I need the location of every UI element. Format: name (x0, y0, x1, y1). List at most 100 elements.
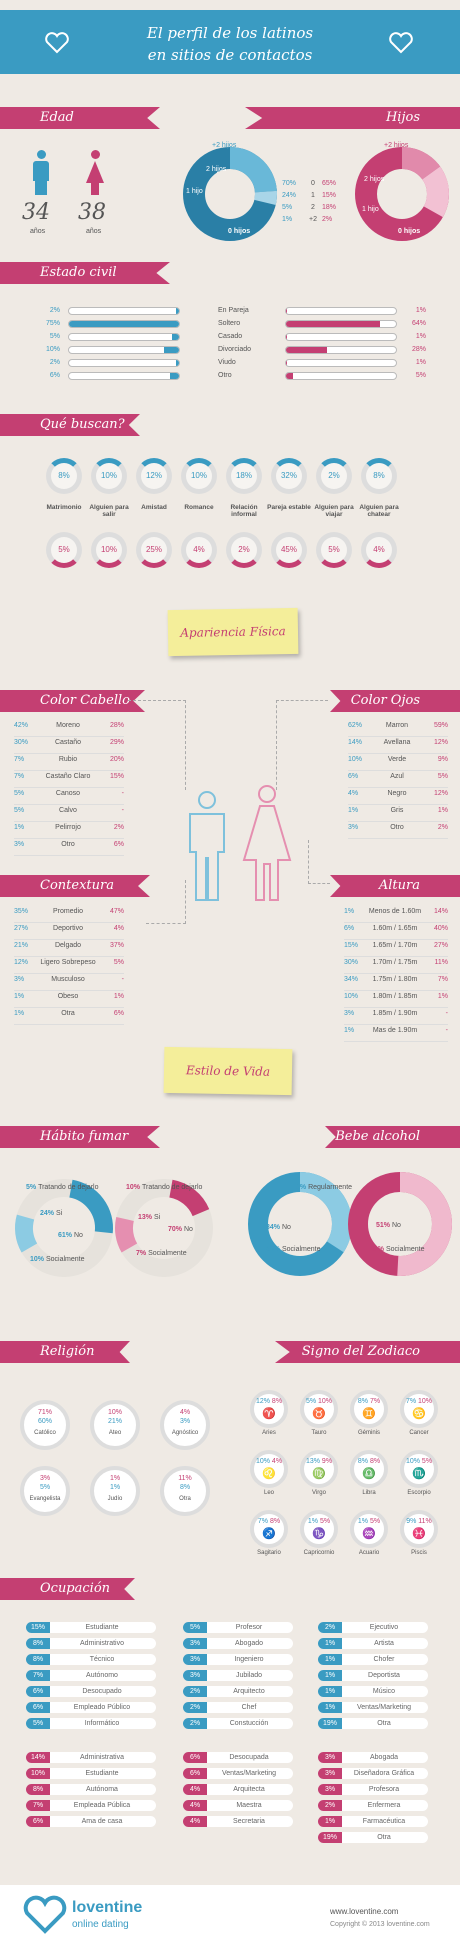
contextura-male-pct: 1% (14, 993, 25, 1000)
zodiac-circle: 8% 7% ♊ (350, 1390, 388, 1428)
civil-male-bar (68, 359, 180, 367)
male-icon (33, 150, 49, 196)
religion-label: Judío (107, 1496, 123, 1502)
ocupacion-female-item: 14% Administrativa (26, 1752, 156, 1763)
altura-female-pct: - (445, 1027, 448, 1034)
footer-tagline: online dating (72, 1919, 129, 1930)
ocupacion-female-item: 2% Enfermera (318, 1800, 428, 1811)
civil-female-fill (286, 360, 288, 366)
cabello-male-pct: 5% (14, 790, 25, 797)
female-age: 38 (78, 200, 106, 225)
ocupacion-female-item: 10% Estudiante (26, 1768, 156, 1779)
ocupacion-female-item: 3% Diseñadora Gráfica (318, 1768, 428, 1779)
ocupacion-female-item: 6% Desocupada (183, 1752, 293, 1763)
ojos-male-pct: 1% (348, 807, 359, 814)
zodiac-male-value: 10% (255, 1458, 272, 1465)
zodiac-sagitario-icon: ♐ (262, 1528, 276, 1540)
contextura-male-pct: 3% (14, 976, 25, 983)
ojos-row: 10% Verde 9% (348, 754, 448, 771)
altura-female-pct: 7% (437, 976, 448, 983)
ocupacion-male-value: 1% (318, 1638, 342, 1649)
connector-line (276, 700, 328, 790)
ojos-female-pct: 12% (433, 790, 448, 797)
civil-male-pct: 75% (45, 320, 60, 327)
religion-female-value: 1% (109, 1475, 121, 1482)
ocupacion-male-label: Autónomo (86, 1672, 118, 1679)
hijos-row: 1% +2 2% (282, 216, 333, 223)
hijos-m-label-2: 2 hijos (206, 166, 227, 173)
cabello-female-pct: 20% (109, 756, 124, 763)
religion-female-value: 11% (178, 1475, 192, 1482)
religion-male-value: 8% (179, 1484, 191, 1491)
altura-female-pct: 40% (433, 925, 448, 932)
civil-female-fill (286, 347, 328, 353)
apariencia-note: Apariencia Física (167, 607, 299, 657)
civil-label: Viudo (218, 359, 236, 366)
fumar-male-label: 10% Socialmente (30, 1256, 85, 1263)
zodiac-male-value: 1% (307, 1518, 320, 1525)
civil-female-fill (286, 308, 288, 314)
hijos-f-label-1: 1 hijo (362, 206, 379, 213)
ocupacion-male-item: 2% Constucción (183, 1718, 293, 1729)
zodiac-piscis-icon: ♓ (412, 1528, 426, 1540)
ocupacion-female-label: Desocupada (229, 1754, 269, 1761)
ocupacion-male-value: 6% (26, 1702, 50, 1713)
ojos-male-pct: 62% (348, 722, 363, 729)
altura-female-pct: - (445, 1010, 448, 1017)
zodiac-female-value: 4% (271, 1458, 283, 1465)
contextura-male-pct: 12% (14, 959, 29, 966)
ocupacion-male-value: 2% (183, 1702, 207, 1713)
footer: loventine online dating www.loventine.co… (0, 1885, 460, 1955)
ocupacion-male-label: Chofer (373, 1656, 395, 1663)
hijos-row: 24% 1 15% (282, 192, 337, 199)
male-age: 34 (22, 200, 50, 225)
zodiac-male-value: 5% (305, 1398, 319, 1405)
altura-male-pct: 30% (344, 959, 359, 966)
altura-row: 15% 1.65m / 1.70m 27% (344, 940, 448, 957)
contextura-female-pct: 6% (113, 1010, 124, 1017)
civil-female-pct: 1% (415, 307, 426, 314)
buscan-male-value: 8% (58, 471, 70, 480)
zodiac-male-value: 8% (357, 1458, 370, 1465)
alcohol-female-text: Socialmente (385, 1246, 425, 1253)
buscan-female-value: 5% (58, 545, 70, 554)
ocupacion-male-value: 8% (26, 1654, 50, 1665)
ocupacion-female-value: 6% (183, 1768, 207, 1779)
ocupacion-male-item: 2% Chef (183, 1702, 293, 1713)
footer-url[interactable]: www.loventine.com (330, 1907, 399, 1916)
contextura-female-pct: 4% (113, 925, 124, 932)
religion-male-value: 3% (179, 1418, 191, 1425)
ocupacion-male-label: Constucción (229, 1720, 269, 1727)
altura-male-pct: 34% (344, 976, 359, 983)
buscan-male-circle: 10% (181, 458, 217, 494)
buscan-male-circle: 10% (91, 458, 127, 494)
civil-female-bar (285, 333, 397, 341)
alcohol-male-value: 65% (266, 1246, 282, 1253)
buscan-female-value: 2% (238, 545, 250, 554)
ocupacion-male-item: 6% Empleado Público (26, 1702, 156, 1713)
religion-label: Evangelista (29, 1496, 61, 1502)
ojos-row: 4% Negro 12% (348, 788, 448, 805)
zodiac-values: 1% 5% (304, 1518, 334, 1525)
zodiac-circle: 5% 10% ♉ (300, 1390, 338, 1428)
ocupacion-female-label: Diseñadora Gráfica (353, 1770, 415, 1777)
zodiac-label: Géminis (357, 1430, 380, 1436)
zodiac-circle: 8% 8% ♎ (350, 1450, 388, 1488)
ocupacion-male-item: 8% Técnico (26, 1654, 156, 1665)
buscan-female-circle: 2% (226, 532, 262, 568)
ocupacion-female-value: 2% (318, 1800, 342, 1811)
ocupacion-female-value: 4% (183, 1800, 207, 1811)
ocupacion-male-value: 1% (318, 1654, 342, 1665)
alcohol-male-value: 34% (266, 1224, 282, 1231)
alcohol-female-value: 51% (376, 1222, 392, 1229)
zodiac-circle: 10% 5% ♏ (400, 1450, 438, 1488)
cabello-female-pct: 2% (113, 824, 124, 831)
ocupacion-male-item: 3% Ingeniero (183, 1654, 293, 1665)
civil-female-pct: 28% (411, 346, 426, 353)
cabello-row: 5% Calvo - (14, 805, 124, 822)
cabello-row: 7% Castaño Claro 15% (14, 771, 124, 788)
alcohol-male-label: 1% Regularmente (296, 1184, 352, 1191)
zodiac-female-value: 10% (318, 1398, 333, 1405)
male-outline-figure (189, 791, 225, 901)
zodiac-label: Aries (262, 1430, 276, 1436)
